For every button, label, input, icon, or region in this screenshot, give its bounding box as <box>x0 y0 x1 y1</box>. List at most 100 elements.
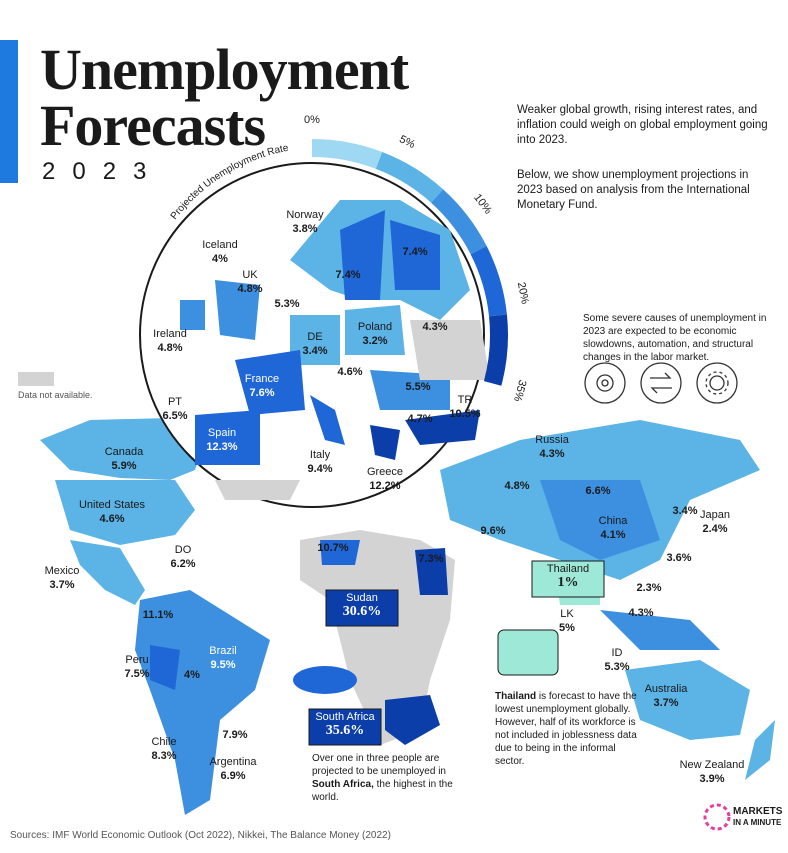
country-name: Sudan <box>346 592 378 604</box>
country-value: 35.6% <box>326 723 365 738</box>
country-value: 12.2% <box>369 480 400 492</box>
country-value: 1% <box>558 575 579 590</box>
country-value: 4.3% <box>628 607 653 619</box>
label-box <box>531 560 605 598</box>
legend-scale <box>312 139 508 386</box>
country-value: 9.4% <box>307 463 332 475</box>
country-value: 5.3% <box>274 298 299 310</box>
country-name: Canada <box>105 446 144 458</box>
country-value: 4% <box>212 253 228 265</box>
country-value: 5.5% <box>405 381 430 393</box>
country-value: 7.5% <box>124 668 149 680</box>
label-box <box>325 589 399 627</box>
country-value: 6.6% <box>585 485 610 497</box>
tuk-tuk-icon <box>497 629 559 676</box>
legend-segment <box>470 246 507 317</box>
cause-icons <box>584 362 738 404</box>
note-bold: South Africa, <box>312 779 374 790</box>
landmass <box>40 418 775 815</box>
country-name: Spain <box>208 427 236 439</box>
country-value: 7.3% <box>418 553 443 565</box>
country-value: 3.7% <box>653 697 678 709</box>
country-name: New Zealand <box>680 759 745 771</box>
country-value: 10.5% <box>449 408 480 420</box>
europe-landmass <box>180 200 490 500</box>
country-value: 3.2% <box>362 335 387 347</box>
note-bold: Thailand <box>495 691 537 702</box>
causes-text: Some severe causes of unemployment in 20… <box>583 313 767 363</box>
country-value: 4.3% <box>422 321 447 333</box>
country-name: Iceland <box>202 239 237 251</box>
wallet-icon <box>293 666 357 694</box>
legend-tick-label: 10% <box>471 192 494 217</box>
legend-tick-label: 20% <box>515 281 531 305</box>
country-value: 11.1% <box>143 609 174 621</box>
title-line: Unemployment <box>40 37 409 102</box>
country-name: TR <box>458 394 473 406</box>
country-value: 5% <box>559 622 575 634</box>
thailand-note: Thailand is forecast to have the lowest … <box>495 690 645 768</box>
brand-line: MARKETS <box>733 806 783 817</box>
country-value: 7.4% <box>335 269 360 281</box>
country-name: DO <box>175 544 192 556</box>
title-line: Forecasts <box>40 93 266 158</box>
legend-segment <box>483 314 508 386</box>
label-box <box>308 708 382 746</box>
legend-tick-label: 0% <box>304 114 320 126</box>
intro-text: Weaker global growth, rising interest ra… <box>517 104 768 146</box>
country-value: 4.7% <box>407 413 432 425</box>
country-name: DE <box>307 331 322 343</box>
country-name: Thailand <box>547 563 589 575</box>
country-name: Mexico <box>45 565 80 577</box>
country-value: 2.3% <box>636 582 661 594</box>
country-value: 5.9% <box>111 460 136 472</box>
south-africa-note: Over one in three people are projected t… <box>312 752 462 804</box>
country-value: 4.1% <box>600 529 625 541</box>
legend-segment <box>375 152 444 203</box>
country-name: Greece <box>367 466 403 478</box>
country-name: United States <box>79 499 146 511</box>
country-value: 4% <box>184 669 200 681</box>
country-value: 9.5% <box>210 659 235 671</box>
country-value: 7.9% <box>222 729 247 741</box>
country-name: ID <box>612 647 623 659</box>
country-name: Peru <box>125 654 148 666</box>
country-value: 3.4% <box>672 505 697 517</box>
intro-text: Below, we show unemployment projections … <box>517 169 750 211</box>
no-data-swatch <box>18 372 54 386</box>
no-data-label: Data not available. <box>18 390 93 400</box>
country-value: 4.8% <box>504 480 529 492</box>
note-text: Over one in three people are projected t… <box>312 753 446 777</box>
country-name: LK <box>560 608 574 620</box>
country-name: France <box>245 373 279 385</box>
legend-segment <box>312 139 383 169</box>
country-value: 6.5% <box>162 410 187 422</box>
country-value: 6.2% <box>170 558 195 570</box>
country-name: Argentina <box>209 756 257 768</box>
country-name: Russia <box>535 434 570 446</box>
country-value: 3.7% <box>49 579 74 591</box>
country-value: 3.8% <box>292 223 317 235</box>
country-name: Japan <box>700 509 730 521</box>
country-name: South Africa <box>315 711 375 723</box>
country-name: Chile <box>151 736 176 748</box>
country-name: Poland <box>358 321 392 333</box>
country-value: 6.9% <box>220 770 245 782</box>
country-value: 5.3% <box>604 661 629 673</box>
legend-tick-label: 35% <box>511 378 528 403</box>
country-value: 8.3% <box>151 750 176 762</box>
note-text: is forecast to have the lowest unemploym… <box>495 691 637 767</box>
country-value: 3.4% <box>302 345 327 357</box>
country-name: Italy <box>310 449 331 461</box>
country-name: UK <box>242 269 258 281</box>
brand-line: IN A MINUTE <box>733 818 782 827</box>
country-value: 4.6% <box>99 513 124 525</box>
brand: MARKETS IN A MINUTE <box>733 806 782 828</box>
legend-segment <box>431 189 487 255</box>
country-value: 4.8% <box>237 283 262 295</box>
country-value: 7.4% <box>402 246 427 258</box>
country-value: 2.4% <box>702 523 727 535</box>
note-text: the highest in the world. <box>312 779 453 803</box>
